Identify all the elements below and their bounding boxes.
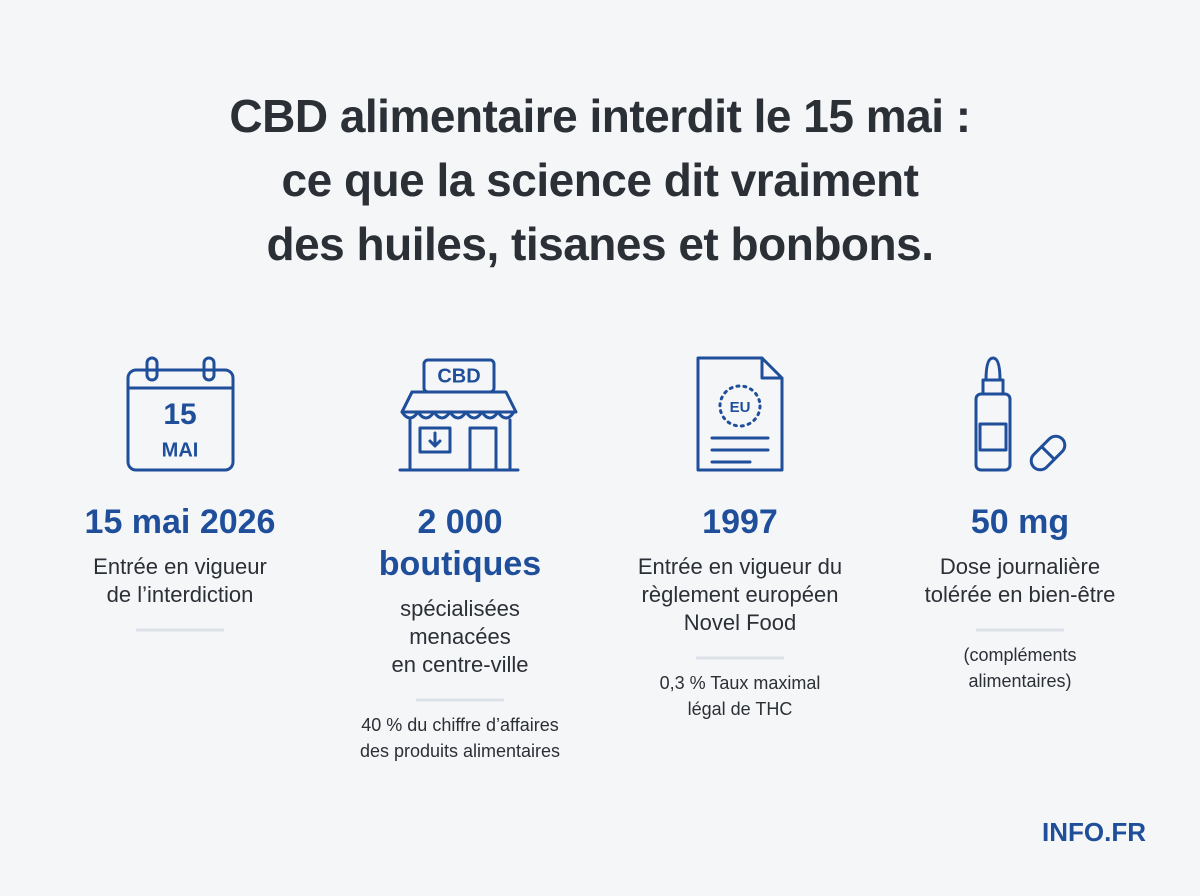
title-line: CBD alimentaire interdit le 15 mai : <box>229 90 970 142</box>
title-line: ce que la science dit vraiment <box>282 154 919 206</box>
title: CBD alimentaire interdit le 15 mai : ce q… <box>229 90 971 270</box>
stat-description: Entrée en vigueur <box>93 554 267 579</box>
stat-description: en centre-ville <box>392 652 529 677</box>
shop-icon: CBD <box>398 358 520 472</box>
stat-description: tolérée en bien-être <box>925 582 1116 607</box>
icon-label: 15 <box>163 398 196 431</box>
stat-description: Entrée en vigueur du <box>638 554 842 579</box>
stat-description: menacées <box>409 624 511 649</box>
stat-value: 1997 <box>702 503 778 541</box>
stat-note: (compléments <box>963 645 1076 665</box>
stat-value: 15 mai 2026 <box>85 503 276 541</box>
stat: 15 mai 2026 Entrée en vigueur de l’interdi… <box>85 503 276 632</box>
stat-description: règlement européen <box>642 582 839 607</box>
icon-label: EU <box>730 399 751 416</box>
stat: 50 mg Dose journalière tolérée en bien-êtr… <box>925 503 1116 691</box>
stat-note: 0,3 % Taux maximal <box>660 673 821 693</box>
stat-value: 50 mg <box>971 503 1069 541</box>
stat: 2 000 boutiques spécialisées menacées en cen… <box>360 503 560 761</box>
brand: INFO.FR <box>1042 817 1146 847</box>
bottle-icon <box>974 356 1067 472</box>
stat-description: de l’interdiction <box>107 582 254 607</box>
stat-description: spécialisées <box>400 596 520 621</box>
stat-note: 40 % du chiffre d’affaires <box>361 715 558 735</box>
stat-note: alimentaires) <box>968 671 1071 691</box>
stat-description: Dose journalière <box>940 554 1100 579</box>
stat-note: légal de THC <box>688 699 793 719</box>
stat: 1997 Entrée en vigueur du règlement europé… <box>638 503 842 719</box>
icon-label: MAI <box>162 439 199 461</box>
stat-value: boutiques <box>379 545 541 583</box>
document-icon: EU <box>696 356 784 472</box>
stat-note: des produits alimentaires <box>360 741 560 761</box>
title-line: des huiles, tisanes et bonbons. <box>267 218 934 270</box>
icon-label: CBD <box>437 365 480 387</box>
stat-description: Novel Food <box>684 610 797 635</box>
calendar-icon: 15 MAI <box>126 356 235 472</box>
stats: 15 mai 2026 Entrée en vigueur de l’interdi… <box>85 503 1116 761</box>
stat-value: 2 000 <box>417 503 502 541</box>
